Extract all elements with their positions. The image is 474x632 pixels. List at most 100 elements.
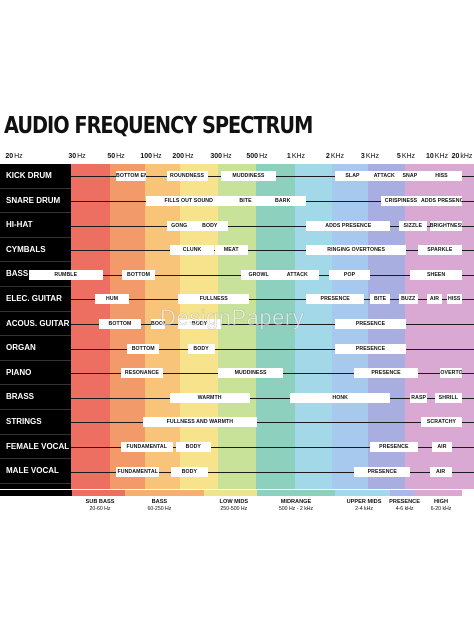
frequency-label: AIR	[429, 466, 452, 477]
range-bar-segment	[257, 490, 335, 496]
range-label: SUB BASS 20-60 Hz	[86, 499, 115, 512]
range-bar-segment	[414, 490, 462, 496]
row-line	[70, 348, 474, 350]
freq-tick: 200Hz	[172, 153, 193, 160]
frequency-label: BOOM	[151, 318, 165, 329]
range-label: MIDRANGE 500 Hz - 2 kHz	[279, 499, 313, 512]
frequency-label: PRESENCE	[370, 441, 418, 452]
frequency-label: ATTACK	[275, 269, 319, 280]
freq-tick: 20Hz	[5, 153, 22, 160]
frequency-label: BUZZ	[398, 294, 418, 305]
freq-tick: 2KHz	[326, 153, 344, 160]
frequency-label: BODY	[187, 343, 215, 354]
freq-tick-unit: Hz	[153, 153, 162, 160]
freq-tick-number: 2	[325, 153, 330, 160]
range-bar-segment	[390, 490, 415, 496]
frequency-label: PRESENCE	[354, 466, 411, 477]
freq-tick: 500Hz	[246, 153, 267, 160]
frequency-label: HONK	[290, 392, 391, 403]
range-name: MIDRANGE	[280, 499, 312, 505]
frequency-label: PRESENCE	[306, 294, 365, 305]
frequency-label: BODY	[191, 220, 228, 231]
instrument-name: KICK DRUM	[0, 164, 71, 189]
frequency-label: BITE	[370, 294, 391, 305]
freq-tick-unit: Hz	[259, 153, 268, 160]
range-span: 4-6 kHz	[395, 506, 414, 512]
range-label: UPPER MIDS 2-4 kHz	[347, 499, 382, 512]
frequency-label: BOTTOM	[121, 269, 156, 280]
instrument-name: FEMALE VOCAL	[0, 435, 71, 460]
row-line	[70, 446, 474, 448]
freq-tick: 50Hz	[107, 153, 124, 160]
range-bar	[0, 490, 474, 496]
row-line	[70, 397, 474, 399]
freq-tick-number: 20	[5, 153, 14, 160]
frequency-label: BOTTOM	[126, 343, 160, 354]
frequency-label: SIZZLE	[398, 220, 427, 231]
frequency-label: HUM	[95, 294, 130, 305]
range-span: 60-250 Hz	[147, 506, 172, 512]
freq-tick-unit: Hz	[14, 153, 23, 160]
range-name: LOW MIDS	[219, 499, 249, 505]
freq-tick-unit: kHz	[460, 153, 473, 160]
instrument-name: MALE VOCAL	[0, 459, 71, 484]
range-name: UPPER MIDS	[346, 499, 382, 505]
frequency-label: BRIGHTNESS	[429, 220, 462, 231]
range-span: 2-4 kHz	[355, 506, 373, 512]
freq-tick-number: 30	[68, 153, 77, 160]
frequency-label: SLAP	[335, 171, 370, 182]
range-name: HIGH	[434, 499, 448, 505]
instrument-name: ELEC. GUITAR	[0, 287, 71, 312]
frequency-label: AIR	[432, 441, 452, 452]
frequency-label: ADDS PRESENCE	[306, 220, 391, 231]
frequency-label: MEAT	[214, 245, 248, 256]
freq-tick-unit: Hz	[116, 153, 125, 160]
frequency-label: AIR	[427, 294, 442, 305]
freq-tick-unit: KHz	[434, 153, 449, 160]
instrument-name: BRASS	[0, 385, 71, 410]
frequency-label: SHEEN	[410, 269, 462, 280]
frequency-label: SNAP	[398, 171, 422, 182]
freq-tick-unit: KHz	[365, 153, 380, 160]
freq-tick-number: 1	[286, 153, 291, 160]
range-labels: SUB BASS 20-60 Hz BASS 60-250 Hz LOW MIDS 250…	[0, 499, 474, 523]
frequency-label: MUDDINESS	[221, 171, 276, 182]
freq-tick: 100Hz	[140, 153, 161, 160]
frequency-label: HISS	[421, 171, 462, 182]
range-bar-segment	[335, 490, 391, 496]
frequency-bands	[70, 164, 474, 489]
row-line	[70, 250, 474, 252]
freq-tick-number: 100	[140, 153, 153, 160]
range-name: PRESENCE	[389, 499, 420, 505]
frequency-label: RASP	[410, 392, 428, 403]
frequency-label: ROUNDNESS	[166, 171, 208, 182]
freq-tick: 10KHz	[426, 153, 448, 160]
spectrum-band	[218, 164, 256, 489]
frequency-label: BODY	[175, 441, 212, 452]
frequency-label: SHRILL	[434, 392, 462, 403]
freq-tick-unit: KHz	[291, 153, 306, 160]
range-bar-segment	[203, 490, 257, 496]
range-name: BASS	[151, 499, 168, 505]
frequency-label: CLUNK	[169, 245, 215, 256]
range-label: LOW MIDS 250-500 Hz	[220, 499, 249, 512]
range-label: HIGH 6-20 kHz	[431, 499, 452, 512]
frequency-label: BODY	[178, 318, 221, 329]
freq-tick-number: 3	[360, 153, 365, 160]
spectrum-band	[405, 164, 437, 489]
instrument-name: SNARE DRUM	[0, 189, 71, 214]
row-line	[70, 422, 474, 424]
freq-tick: 30Hz	[68, 153, 85, 160]
frequency-label: BITE	[231, 195, 260, 206]
freq-tick-unit: KHz	[330, 153, 345, 160]
freq-tick-unit: Hz	[223, 153, 232, 160]
range-span: 6-20 kHz	[430, 506, 452, 512]
range-span: 250-500 Hz	[220, 506, 248, 512]
frequency-label: HISS	[446, 294, 462, 305]
frequency-label: MUDDINESS	[217, 368, 284, 379]
frequency-label: PRESENCE	[335, 318, 406, 329]
frequency-label: CRISPINESS	[380, 195, 422, 206]
frequency-label: GROWL	[241, 269, 276, 280]
